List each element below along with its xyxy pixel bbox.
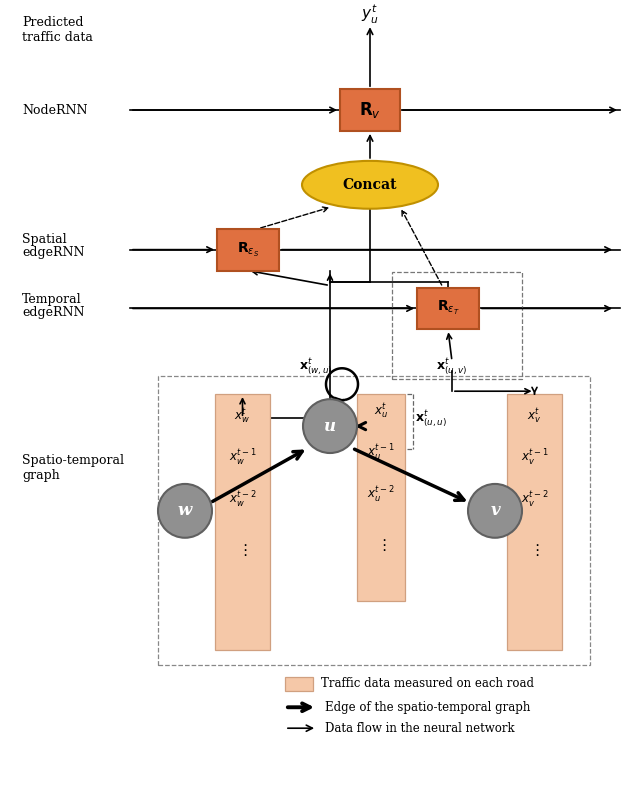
- Text: $x_{w}^{t-1}$: $x_{w}^{t-1}$: [228, 448, 257, 468]
- Text: edgeRNN: edgeRNN: [22, 306, 84, 319]
- Circle shape: [303, 399, 357, 453]
- FancyBboxPatch shape: [340, 89, 400, 131]
- Text: $\vdots$: $\vdots$: [376, 536, 386, 553]
- Text: $\mathbf{R}_{\varepsilon_T}$: $\mathbf{R}_{\varepsilon_T}$: [436, 300, 460, 317]
- Text: Concat: Concat: [343, 178, 397, 192]
- Text: $x_{u}^{t-1}$: $x_{u}^{t-1}$: [367, 443, 395, 463]
- Text: $x_{v}^{t-2}$: $x_{v}^{t-2}$: [521, 490, 548, 510]
- Text: $x_{w}^{t}$: $x_{w}^{t}$: [234, 406, 250, 426]
- Ellipse shape: [302, 161, 438, 209]
- FancyBboxPatch shape: [357, 395, 405, 601]
- Text: Predicted: Predicted: [22, 16, 83, 29]
- Text: Edge of the spatio-temporal graph: Edge of the spatio-temporal graph: [325, 701, 531, 714]
- FancyBboxPatch shape: [215, 395, 270, 650]
- Text: $\mathbf{x}_{(w,u)}^t$: $\mathbf{x}_{(w,u)}^t$: [300, 356, 333, 376]
- Text: $\mathbf{x}_{(u,v)}^t$: $\mathbf{x}_{(u,v)}^t$: [436, 356, 468, 376]
- Text: graph: graph: [22, 469, 60, 482]
- Text: $x_{u}^{t}$: $x_{u}^{t}$: [374, 402, 388, 421]
- Text: NodeRNN: NodeRNN: [22, 104, 88, 116]
- Text: v: v: [490, 502, 500, 520]
- Text: $\vdots$: $\vdots$: [529, 542, 540, 558]
- Text: Temporal: Temporal: [22, 293, 82, 306]
- Text: $\mathbf{R}_{\varepsilon_S}$: $\mathbf{R}_{\varepsilon_S}$: [237, 241, 259, 259]
- Text: w: w: [178, 502, 192, 520]
- Text: Traffic data measured on each road: Traffic data measured on each road: [321, 677, 534, 690]
- Text: edgeRNN: edgeRNN: [22, 246, 84, 259]
- Text: $x_{v}^{t}$: $x_{v}^{t}$: [527, 406, 541, 426]
- FancyBboxPatch shape: [417, 288, 479, 329]
- Circle shape: [158, 484, 212, 538]
- Circle shape: [468, 484, 522, 538]
- FancyBboxPatch shape: [507, 395, 562, 650]
- Text: $\mathbf{R}_v$: $\mathbf{R}_v$: [359, 100, 381, 120]
- FancyBboxPatch shape: [285, 677, 313, 691]
- Text: Data flow in the neural network: Data flow in the neural network: [325, 722, 515, 735]
- Text: $x_{v}^{t-1}$: $x_{v}^{t-1}$: [521, 448, 548, 468]
- Text: Spatial: Spatial: [22, 234, 67, 246]
- FancyBboxPatch shape: [217, 229, 279, 270]
- Text: $x_{w}^{t-2}$: $x_{w}^{t-2}$: [228, 490, 256, 510]
- Text: $y_u^t$: $y_u^t$: [361, 2, 379, 26]
- Text: $x_{u}^{t-2}$: $x_{u}^{t-2}$: [367, 485, 395, 505]
- Text: $\vdots$: $\vdots$: [237, 542, 248, 558]
- Text: Spatio-temporal: Spatio-temporal: [22, 454, 124, 468]
- Text: u: u: [324, 418, 336, 434]
- Text: traffic data: traffic data: [22, 31, 93, 44]
- Text: $\mathbf{x}_{(u,u)}^t$: $\mathbf{x}_{(u,u)}^t$: [415, 409, 447, 430]
